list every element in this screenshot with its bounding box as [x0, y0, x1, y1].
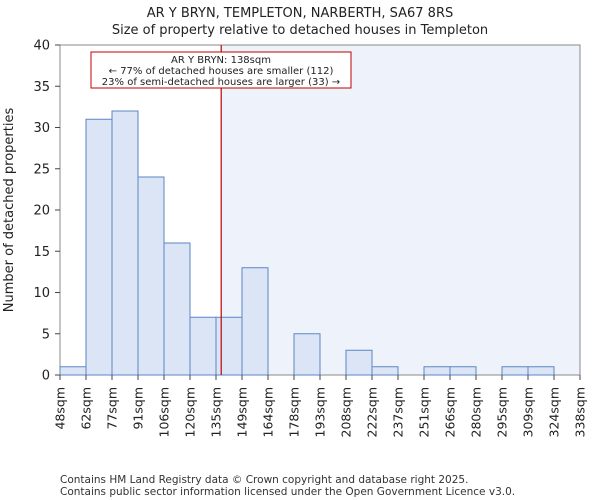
- x-tick-label: 251sqm: [417, 387, 432, 437]
- annotation-line-3: 23% of semi-detached houses are larger (…: [102, 77, 340, 88]
- y-tick-label: 20: [33, 204, 50, 219]
- y-axis-title: Number of detached properties: [2, 108, 17, 313]
- histogram-bar: [423, 366, 451, 376]
- x-tick-label: 135sqm: [209, 387, 224, 437]
- footer-licence: Contains public sector information licen…: [60, 486, 516, 498]
- chart-title-address: AR Y BRYN, TEMPLETON, NARBERTH, SA67 8RS: [146, 6, 454, 21]
- histogram-bar: [189, 316, 217, 376]
- y-tick-label: 15: [33, 245, 50, 260]
- x-tick-label: 149sqm: [235, 387, 250, 437]
- x-tick-label: 120sqm: [183, 387, 198, 437]
- histogram-bar: [85, 118, 113, 376]
- annotation-box: [90, 51, 352, 89]
- x-tick-label: 106sqm: [157, 387, 172, 437]
- annotation-line-1: AR Y BRYN: 138sqm: [171, 55, 271, 66]
- x-tick-label: 237sqm: [391, 387, 406, 437]
- shaded-region: [221, 45, 580, 375]
- footer-copyright: Contains HM Land Registry data © Crown c…: [60, 474, 469, 486]
- y-tick-label: 10: [33, 286, 50, 301]
- histogram-bar: [371, 366, 399, 376]
- y-tick-label: 30: [33, 121, 50, 136]
- x-tick-label: 295sqm: [495, 387, 510, 437]
- histogram-bar: [527, 366, 555, 376]
- x-tick-label: 324sqm: [547, 387, 562, 437]
- y-tick-label: 5: [42, 327, 50, 342]
- x-tick-label: 222sqm: [365, 387, 380, 437]
- annotation-line-2: ← 77% of detached houses are smaller (11…: [109, 66, 334, 77]
- x-tick-label: 280sqm: [469, 387, 484, 437]
- y-tick-label: 35: [33, 80, 50, 95]
- x-tick-label: 193sqm: [313, 387, 328, 437]
- x-tick-label: 338sqm: [573, 387, 588, 437]
- x-tick-label: 62sqm: [79, 387, 94, 430]
- histogram-chart: 0 5 10 15 20 25 30 35 40 48sqm 62sqm 77sqm 91sqm 106s…: [2, 39, 588, 438]
- x-tick-label: 77sqm: [105, 387, 120, 430]
- histogram-bar: [293, 333, 321, 376]
- x-tick-label: 48sqm: [53, 387, 68, 430]
- histogram-bar: [449, 366, 477, 376]
- y-tick-label: 25: [33, 162, 50, 177]
- histogram-bar: [163, 242, 191, 376]
- histogram-bar: [345, 349, 373, 376]
- x-tick-label: 208sqm: [339, 387, 354, 437]
- y-tick-label: 40: [33, 39, 50, 54]
- histogram-bar: [137, 176, 165, 376]
- x-tick-label: 309sqm: [521, 387, 536, 437]
- histogram-bar: [59, 366, 87, 376]
- x-tick-label: 91sqm: [131, 387, 146, 430]
- histogram-bar: [241, 267, 269, 376]
- x-tick-label: 164sqm: [261, 387, 276, 437]
- x-tick-label: 178sqm: [287, 387, 302, 437]
- chart-title-subtitle: Size of property relative to detached ho…: [111, 23, 489, 38]
- histogram-bar: [501, 366, 529, 376]
- y-tick-label: 0: [42, 369, 50, 384]
- x-tick-label: 266sqm: [443, 387, 458, 437]
- histogram-bar: [111, 110, 139, 376]
- histogram-bar: [215, 316, 243, 376]
